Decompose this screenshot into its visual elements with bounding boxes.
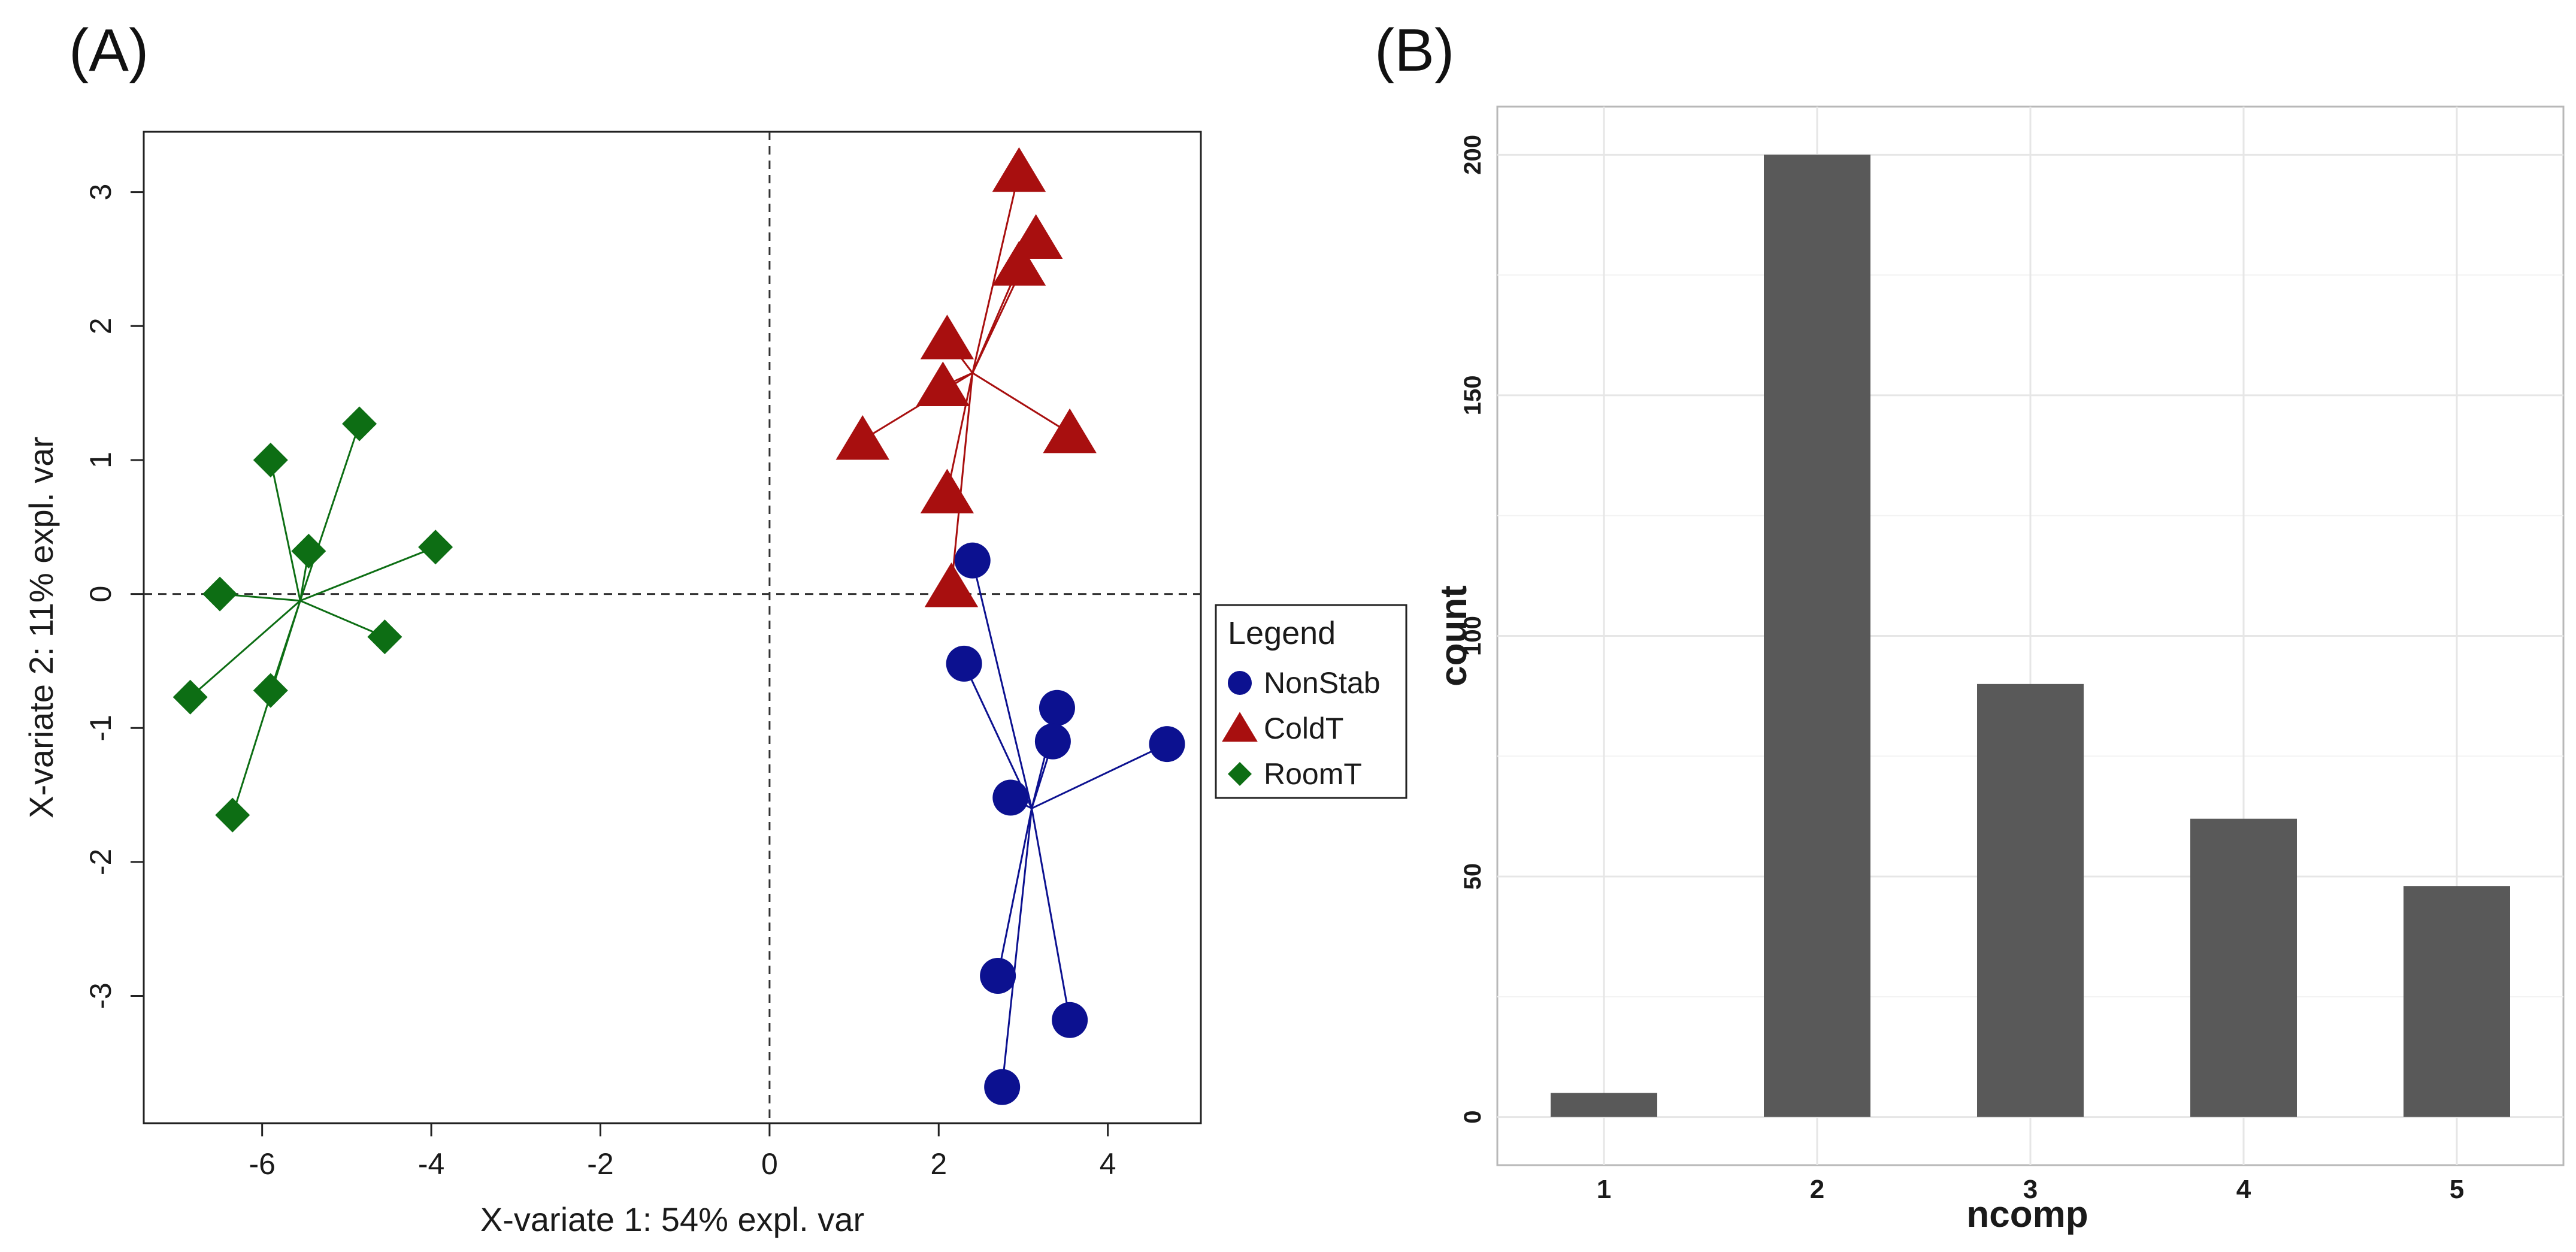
legend-roomt-label: RoomT [1264, 757, 1362, 791]
roomt-star-line [299, 600, 386, 638]
coldt-star-line [946, 373, 974, 494]
x-tick-label: -6 [249, 1147, 275, 1181]
nonstab-point [1052, 1002, 1088, 1038]
bar-chart-panel: 0 50 100 150 200 1 2 3 4 5 ncomp count [1433, 105, 2565, 1235]
x-tick-label: 2 [930, 1147, 947, 1181]
coldt-point [920, 314, 974, 359]
x-tick-label: -4 [418, 1147, 444, 1181]
nonstab-star-line [971, 560, 1033, 809]
nonstab-point [1039, 689, 1075, 726]
roomt-point [253, 442, 288, 477]
y-tick-label: -3 [84, 982, 117, 1009]
roomt-point [172, 679, 208, 715]
coldt-star-line [971, 171, 1020, 373]
roomt-star-line [270, 459, 301, 601]
y-tick-label: 2 [84, 317, 117, 334]
roomt-star-line [189, 600, 301, 698]
legend-coldt-label: ColdT [1264, 712, 1343, 745]
x-tick-label: 4 [1100, 1147, 1116, 1181]
x-tick-label: 5 [2450, 1175, 2464, 1204]
roomt-point [367, 619, 402, 655]
panel-a-label: (A) [69, 17, 149, 84]
y-tick-label: -1 [84, 715, 117, 741]
coldt-point [916, 361, 970, 407]
coldt-point [920, 468, 974, 513]
y-tick-label: 1 [84, 452, 117, 468]
roomt-star-line [231, 600, 301, 816]
roomt-point [215, 797, 250, 833]
roomt-star-line [299, 546, 436, 602]
roomt-point [291, 534, 326, 569]
coldt-star-line [862, 372, 973, 441]
coldt-point [924, 563, 979, 607]
legend-coldt-swatch [1222, 712, 1258, 742]
roomt-point [342, 406, 377, 441]
nonstab-point [984, 1069, 1021, 1105]
coldt-point [992, 241, 1046, 286]
legend-nonstab-label: NonStab [1264, 666, 1381, 700]
scatter-plot-panel: -6 -4 -2 0 2 4 -3 -2 -1 0 1 2 3 X-variate 1: 54% expl… [22, 131, 1407, 1238]
y-tick-label: 0 [84, 586, 117, 603]
x-axis-title: X-variate 1: 54% expl. var [480, 1200, 864, 1238]
roomt-point [418, 530, 453, 565]
coldt-star-line [971, 372, 1070, 434]
y-tick-label: 3 [84, 184, 117, 201]
nonstab-star-line [1031, 743, 1168, 809]
nonstab-point [1034, 723, 1071, 760]
y-axis-title: X-variate 2: 11% expl. var [22, 437, 60, 818]
plot-frame [143, 131, 1202, 1124]
nonstab-point [992, 779, 1029, 816]
roomt-point [253, 673, 288, 708]
legend-box [1215, 604, 1407, 799]
y-tick-label: 100 [1460, 616, 1486, 656]
x-tick-label: 2 [1810, 1175, 1824, 1204]
panel-b-label: (B) [1375, 17, 1454, 84]
bar-2 [1764, 155, 1870, 1117]
coldt-point [1043, 408, 1097, 453]
x-tick-label: 1 [1597, 1175, 1611, 1204]
nonstab-star-line [997, 808, 1033, 976]
x-tick-label: 4 [2236, 1175, 2251, 1204]
y-tick-label: 0 [1460, 1111, 1486, 1124]
roomt-star-line [299, 424, 361, 601]
coldt-point [992, 147, 1046, 192]
y-tick-label: 200 [1460, 135, 1486, 175]
nonstab-point [980, 957, 1016, 994]
y-tick-label: 50 [1460, 863, 1486, 890]
x-tick-label: 0 [761, 1147, 778, 1181]
nonstab-point [1149, 726, 1185, 763]
bar-4 [2190, 818, 2297, 1117]
coldt-star-line [950, 373, 974, 588]
bar-1 [1551, 1093, 1657, 1117]
y-tick-label: -2 [84, 849, 117, 875]
bar-5 [2404, 886, 2510, 1117]
x-tick-label: 3 [2023, 1175, 2038, 1204]
y-tick-label: 150 [1460, 376, 1486, 416]
x-axis-title: ncomp [1966, 1194, 2088, 1235]
nonstab-star-line [1031, 808, 1071, 1021]
coldt-point [836, 415, 889, 460]
x-tick-label: -2 [587, 1147, 613, 1181]
legend-roomt-swatch [1228, 762, 1252, 786]
nonstab-star-line [1001, 808, 1033, 1087]
nonstab-point [946, 645, 982, 682]
y-axis-title: count [1433, 585, 1475, 687]
nonstab-point [954, 542, 991, 579]
legend-nonstab-swatch [1228, 671, 1252, 695]
legend-title: Legend [1228, 615, 1336, 651]
roomt-point [202, 576, 238, 612]
bar-3 [1977, 684, 2084, 1117]
